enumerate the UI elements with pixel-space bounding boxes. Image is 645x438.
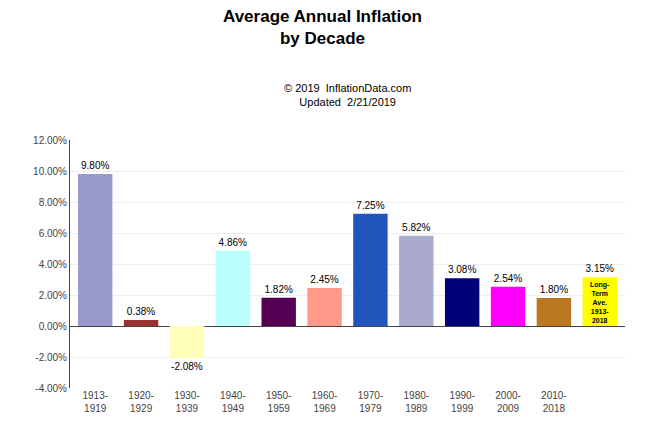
svg-text:1950-1959: 1950-1959 bbox=[266, 390, 292, 414]
svg-text:10.00%: 10.00% bbox=[33, 166, 67, 177]
svg-text:2.45%: 2.45% bbox=[310, 274, 338, 285]
svg-text:9.80%: 9.80% bbox=[81, 160, 109, 171]
svg-text:4.00%: 4.00% bbox=[39, 259, 67, 270]
svg-text:Average Annual Inflationby Dec: Average Annual Inflationby Decade bbox=[223, 7, 422, 48]
svg-text:0.00%: 0.00% bbox=[39, 321, 67, 332]
svg-text:2010-2018: 2010-2018 bbox=[541, 390, 567, 414]
svg-text:3.15%: 3.15% bbox=[586, 263, 614, 274]
svg-text:1913-1919: 1913-1919 bbox=[82, 390, 108, 414]
svg-text:© 2019 InflationData.comUpdat: © 2019 InflationData.comUpdated 2/21/201… bbox=[284, 82, 411, 108]
svg-text:1960-1969: 1960-1969 bbox=[312, 390, 338, 414]
svg-text:-2.00%: -2.00% bbox=[35, 352, 67, 363]
svg-text:1.80%: 1.80% bbox=[540, 284, 568, 295]
svg-text:2000-2009: 2000-2009 bbox=[495, 390, 521, 414]
svg-text:2.00%: 2.00% bbox=[39, 290, 67, 301]
svg-text:7.25%: 7.25% bbox=[356, 200, 384, 211]
svg-text:Long-TermAve.1913-2018: Long-TermAve.1913-2018 bbox=[590, 281, 610, 324]
svg-text:1990-1999: 1990-1999 bbox=[449, 390, 475, 414]
svg-text:8.00%: 8.00% bbox=[39, 197, 67, 208]
svg-text:1920-1929: 1920-1929 bbox=[128, 390, 154, 414]
svg-text:-4.00%: -4.00% bbox=[35, 383, 67, 394]
svg-text:1.82%: 1.82% bbox=[264, 284, 292, 295]
svg-text:1980-1989: 1980-1989 bbox=[404, 390, 430, 414]
svg-text:1940-1949: 1940-1949 bbox=[220, 390, 246, 414]
svg-text:12.00%: 12.00% bbox=[33, 135, 67, 146]
svg-text:5.82%: 5.82% bbox=[402, 222, 430, 233]
svg-text:-2.08%: -2.08% bbox=[171, 361, 203, 372]
svg-text:2.54%: 2.54% bbox=[494, 273, 522, 284]
svg-text:4.86%: 4.86% bbox=[219, 237, 247, 248]
svg-text:1970-1979: 1970-1979 bbox=[358, 390, 384, 414]
svg-text:0.38%: 0.38% bbox=[127, 306, 155, 317]
svg-text:6.00%: 6.00% bbox=[39, 228, 67, 239]
svg-text:1930-1939: 1930-1939 bbox=[174, 390, 200, 414]
svg-text:3.08%: 3.08% bbox=[448, 264, 476, 275]
